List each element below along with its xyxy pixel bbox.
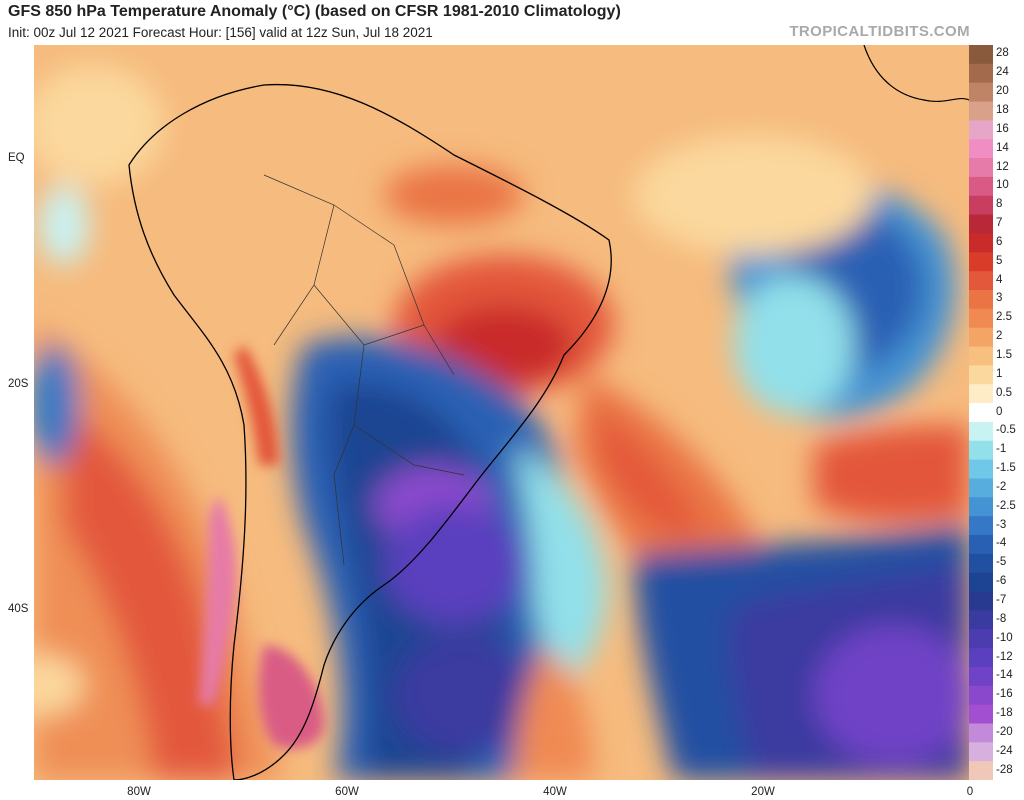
map-title: GFS 850 hPa Temperature Anomaly (°C) (ba… [8,3,621,20]
colorbar-label: 16 [996,122,1009,135]
colorbar-swatch [969,384,993,404]
colorbar-swatch [969,685,993,706]
colorbar-swatch [969,421,993,442]
colorbar-swatch [969,535,993,555]
colorbar-label: -8 [996,612,1007,625]
lon-tick-40w: 40W [543,786,567,798]
colorbar-label: -0.5 [996,424,1016,437]
colorbar-label: -5 [996,556,1007,569]
colorbar-label: 4 [996,273,1003,286]
colorbar-swatch [969,572,993,593]
colorbar-label: -10 [996,631,1013,644]
colorbar-swatch [969,459,993,479]
colorbar-label: -1.5 [996,462,1016,475]
colorbar-swatch [969,195,993,216]
colorbar-label: 5 [996,254,1003,267]
colorbar-swatch [969,346,993,366]
colorbar-label: 28 [996,47,1009,60]
colorbar-label: 0 [996,405,1003,418]
colorbar-swatch [969,176,993,197]
site-watermark: TROPICALTIDBITS.COM [789,23,970,40]
colorbar-swatch [969,704,993,724]
colorbar-label: 2.5 [996,311,1012,324]
colorbar-label: 6 [996,235,1003,248]
colorbar-swatch [969,440,993,461]
colorbar-swatch [969,308,993,329]
lat-tick-40s: 40S [8,603,29,615]
colorbar [969,45,993,780]
colorbar-label: 8 [996,198,1003,211]
colorbar-label: -24 [996,744,1013,757]
colorbar-label: -20 [996,725,1013,738]
lon-tick-80w: 80W [127,786,151,798]
colorbar-label: -2 [996,480,1007,493]
colorbar-label: 1 [996,367,1003,380]
colorbar-label: -2.5 [996,499,1016,512]
colorbar-swatch [969,271,993,291]
colorbar-swatch [969,120,993,140]
colorbar-label: 2 [996,330,1003,343]
colorbar-swatch [969,290,993,310]
colorbar-swatch [969,403,993,423]
colorbar-label: -12 [996,650,1013,663]
colorbar-label: -3 [996,518,1007,531]
colorbar-swatch [969,553,993,574]
colorbar-swatch [969,648,993,668]
colorbar-swatch [969,478,993,498]
colorbar-label: 3 [996,292,1003,305]
colorbar-swatch [969,629,993,649]
africa-outline [863,45,969,103]
colorbar-swatch [969,82,993,103]
colorbar-swatch [969,610,993,630]
colorbar-label: 12 [996,160,1009,173]
colorbar-swatch [969,666,993,687]
lon-tick-0: 0 [966,786,974,798]
colorbar-label: -6 [996,575,1007,588]
south-america-outline [128,83,612,780]
colorbar-swatch [969,327,993,348]
colorbar-swatch [969,723,993,743]
colorbar-label: -18 [996,707,1013,720]
colorbar-label: -7 [996,593,1007,606]
colorbar-label: 20 [996,85,1009,98]
lon-tick-60w: 60W [335,786,359,798]
colorbar-swatch [969,214,993,234]
colorbar-swatch [969,761,993,780]
colorbar-label: 24 [996,66,1009,79]
colorbar-label: 7 [996,217,1003,230]
colorbar-swatch [969,45,993,65]
colorbar-swatch [969,497,993,517]
lat-tick-eq: EQ [8,152,25,164]
colorbar-swatch [969,365,993,385]
colorbar-label: -16 [996,688,1013,701]
country-borders [263,174,465,566]
map-subtitle: Init: 00z Jul 12 2021 Forecast Hour: [15… [8,25,433,40]
colorbar-label: -14 [996,669,1013,682]
colorbar-swatch [969,233,993,253]
colorbar-label: 10 [996,179,1009,192]
colorbar-label: 1.5 [996,348,1012,361]
lat-tick-20s: 20S [8,378,29,390]
colorbar-label: -4 [996,537,1007,550]
colorbar-label: -28 [996,763,1013,776]
colorbar-swatch [969,63,993,84]
colorbar-swatch [969,742,993,762]
colorbar-label: 18 [996,103,1009,116]
lon-tick-20w: 20W [751,786,775,798]
anomaly-map [34,45,969,780]
colorbar-label: 0.5 [996,386,1012,399]
colorbar-swatch [969,591,993,611]
colorbar-swatch [969,101,993,121]
colorbar-label: 14 [996,141,1009,154]
colorbar-swatch [969,516,993,536]
colorbar-swatch [969,252,993,272]
colorbar-swatch [969,158,993,178]
colorbar-label: -1 [996,443,1007,456]
colorbar-swatch [969,139,993,159]
